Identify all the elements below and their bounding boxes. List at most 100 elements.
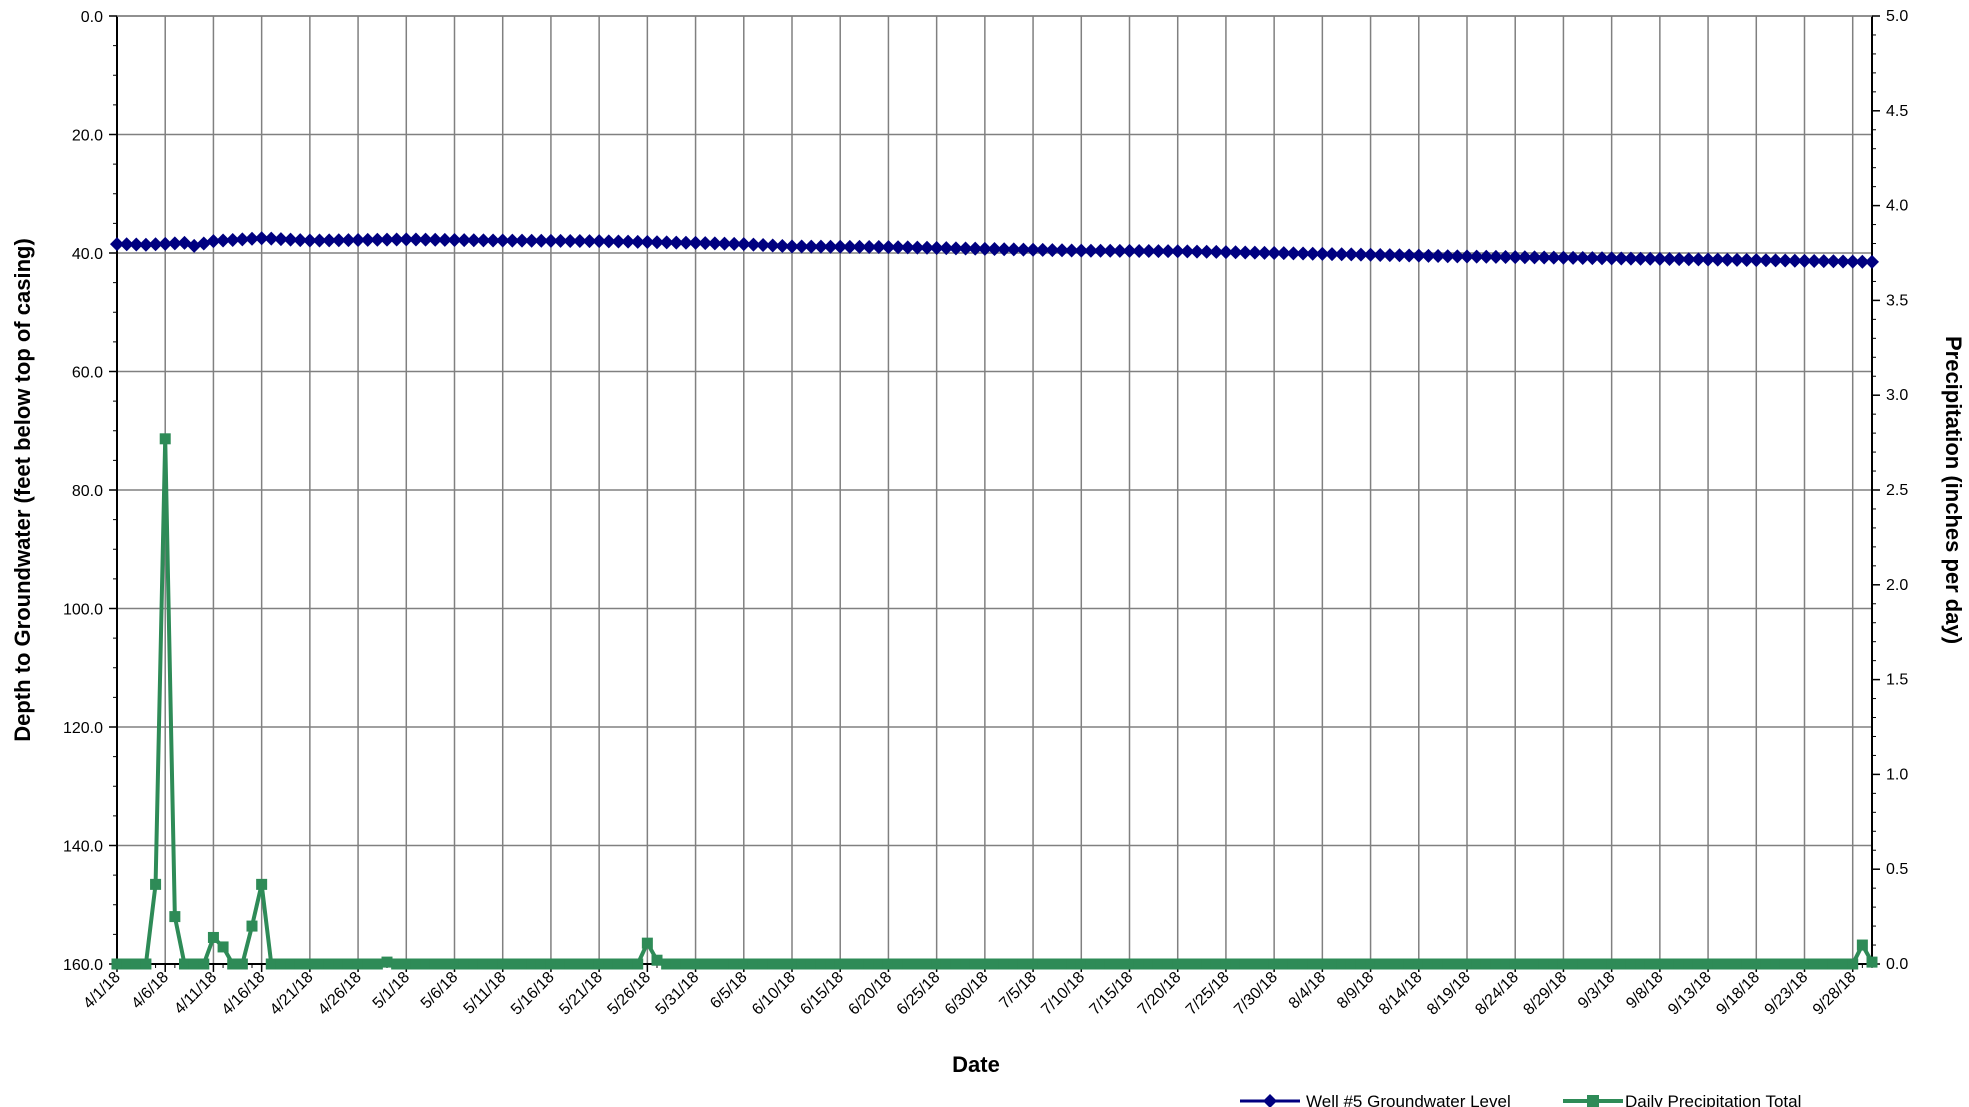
groundwater-point (1132, 243, 1147, 258)
groundwater-point (1566, 250, 1581, 265)
precipitation-point (1172, 958, 1184, 970)
groundwater-point (1691, 252, 1706, 267)
groundwater-point (958, 241, 973, 256)
groundwater-point (148, 237, 163, 252)
groundwater-point (486, 233, 501, 248)
groundwater-point (862, 239, 877, 254)
precipitation-point (487, 958, 499, 970)
groundwater-point (1450, 249, 1465, 264)
precipitation-point (130, 958, 142, 970)
x-tick-label: 4/21/18 (267, 969, 317, 1019)
groundwater-point (707, 236, 722, 251)
groundwater-point (273, 232, 288, 247)
groundwater-point (1855, 254, 1870, 269)
precipitation-point (1316, 958, 1328, 970)
x-tick-label: 7/5/18 (996, 969, 1040, 1013)
precipitation-point (670, 958, 682, 970)
precipitation-point (950, 958, 962, 970)
precipitation-point (834, 958, 846, 970)
groundwater-point (871, 240, 886, 255)
groundwater-point (1836, 254, 1851, 269)
precipitation-point (1837, 958, 1849, 970)
y-left-tick-label: 40.0 (72, 246, 103, 263)
groundwater-point (852, 239, 867, 254)
groundwater-point (881, 240, 896, 255)
precipitation-point (815, 958, 827, 970)
groundwater-point (1865, 254, 1879, 269)
y-right-tick-label: 3.5 (1886, 292, 1908, 309)
x-tick-label: 9/13/18 (1665, 969, 1715, 1019)
precipitation-point (1741, 958, 1753, 970)
x-tick-label: 4/11/18 (171, 969, 220, 1018)
groundwater-point (1267, 246, 1282, 260)
groundwater-point (1681, 252, 1696, 267)
groundwater-point (640, 235, 655, 250)
precipitation-point (1384, 958, 1396, 970)
precipitation-point (1490, 958, 1502, 970)
groundwater-point (900, 240, 915, 255)
groundwater-point (1344, 247, 1359, 262)
precipitation-point (1442, 958, 1454, 970)
y-left-tick-label: 0.0 (81, 9, 103, 26)
precipitation-point (1336, 958, 1348, 970)
precipitation-point (632, 958, 644, 970)
groundwater-point (515, 233, 529, 248)
groundwater-point (360, 232, 375, 247)
groundwater-point (1585, 251, 1600, 266)
groundwater-point (495, 233, 510, 248)
precipitation-point (1191, 958, 1203, 970)
x-tick-label: 6/15/18 (797, 969, 847, 1019)
groundwater-point (408, 232, 423, 247)
groundwater-point (264, 231, 279, 246)
precipitation-point (516, 958, 528, 970)
precipitation-point (207, 931, 219, 943)
precipitation-point (1827, 958, 1839, 970)
groundwater-point (389, 232, 404, 247)
precipitation-point (854, 958, 865, 970)
precipitation-point (651, 954, 663, 966)
groundwater-point (775, 239, 790, 254)
precipitation-point (931, 958, 943, 970)
precipitation-point (1799, 958, 1810, 970)
groundwater-point (1218, 245, 1233, 260)
precipitation-point (381, 956, 393, 968)
groundwater-point (322, 233, 337, 248)
groundwater-point (553, 233, 568, 248)
groundwater-point (756, 238, 771, 253)
x-tick-label: 9/18/18 (1713, 969, 1763, 1019)
precipitation-point (1847, 958, 1859, 970)
precipitation-point (304, 958, 316, 970)
x-axis-title: Date (952, 1052, 1000, 1077)
groundwater-point (457, 233, 472, 248)
groundwater-point (1199, 244, 1214, 259)
precipitation-point (285, 958, 297, 970)
precipitation-point (1268, 958, 1280, 970)
precipitation-point (1181, 958, 1193, 970)
precipitation-point (1577, 958, 1589, 970)
groundwater-point (1575, 250, 1590, 265)
precipitation-point (805, 958, 817, 970)
groundwater-point (1758, 253, 1773, 268)
precipitation-point (1365, 958, 1377, 970)
precipitation-point (622, 958, 634, 970)
precipitation-point (352, 958, 364, 970)
groundwater-point (225, 232, 240, 247)
precipitation-point (1133, 958, 1145, 970)
precipitation-point (1644, 958, 1656, 970)
precipitation-point (709, 958, 721, 970)
precipitation-point (998, 958, 1010, 970)
groundwater-point (1045, 243, 1060, 258)
precipitation-point (1856, 939, 1868, 951)
precipitation-point (940, 958, 952, 970)
precipitation-point (1596, 958, 1608, 970)
precipitation-point (227, 958, 239, 970)
groundwater-point (678, 235, 693, 250)
y-right-tick-label: 2.5 (1886, 482, 1908, 499)
precipitation-point (661, 958, 673, 970)
groundwater-point (1768, 253, 1783, 268)
precipitation-point (1519, 958, 1531, 970)
precipitation-point (1471, 958, 1483, 970)
groundwater-point (447, 232, 462, 247)
groundwater-point (1392, 248, 1407, 263)
precipitation-point (1374, 958, 1386, 970)
